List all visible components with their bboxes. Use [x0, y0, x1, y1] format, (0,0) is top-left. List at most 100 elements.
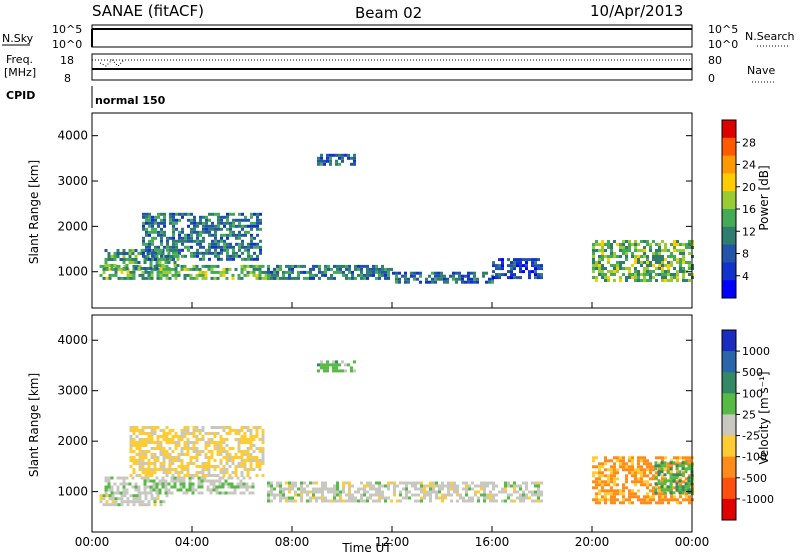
- velocity-cell: [201, 426, 205, 429]
- velocity-cell: [165, 468, 169, 471]
- velocity-cell: [423, 490, 426, 494]
- power-cell: [176, 264, 180, 267]
- velocity-cell: [255, 459, 259, 462]
- velocity-cell: [324, 481, 327, 485]
- velocity-cell: [610, 477, 613, 481]
- power-cell: [211, 251, 214, 255]
- power-cell: [537, 258, 540, 262]
- velocity-cell: [159, 468, 163, 471]
- velocity-cell: [300, 490, 303, 494]
- velocity-cell: [610, 486, 613, 490]
- power-cell: [335, 159, 338, 163]
- velocity-cell: [643, 459, 646, 463]
- velocity-cell: [110, 485, 114, 489]
- power-cell: [219, 273, 223, 277]
- power-cell: [252, 270, 256, 274]
- velocity-cell: [105, 494, 109, 498]
- velocity-cell: [159, 435, 163, 438]
- power-colorbar-swatch: [722, 173, 736, 192]
- power-cell: [679, 258, 682, 261]
- power-cell: [267, 276, 270, 280]
- x-tick-label: 12:00: [375, 535, 410, 549]
- velocity-cell: [498, 490, 501, 494]
- velocity-cell: [116, 485, 120, 489]
- velocity-cell: [402, 481, 405, 485]
- power-cell: [434, 280, 437, 284]
- velocity-cell: [270, 490, 273, 494]
- power-cell: [613, 273, 616, 276]
- power-cell: [467, 274, 470, 278]
- power-cell: [172, 221, 175, 225]
- power-cell: [169, 257, 172, 261]
- velocity-cell: [231, 462, 235, 465]
- velocity-cell: [261, 453, 265, 456]
- power-cell: [372, 264, 375, 268]
- velocity-cell: [652, 486, 655, 490]
- velocity-cell: [246, 468, 250, 471]
- velocity-cell: [348, 499, 351, 503]
- velocity-colorbar-swatch: [722, 372, 736, 394]
- velocity-cell: [408, 496, 411, 500]
- velocity-cell: [613, 495, 616, 499]
- power-cell: [312, 276, 315, 280]
- velocity-cell: [144, 441, 148, 444]
- velocity-cell: [652, 498, 655, 502]
- power-cell: [190, 221, 193, 225]
- velocity-cell: [243, 459, 247, 462]
- velocity-cell: [537, 487, 540, 491]
- velocity-cell: [601, 483, 604, 487]
- power-cell: [180, 264, 184, 268]
- velocity-cell: [655, 456, 658, 460]
- power-cell: [214, 230, 217, 234]
- velocity-cell: [601, 486, 604, 490]
- velocity-cell: [179, 482, 183, 486]
- velocity-cell: [168, 453, 172, 456]
- velocity-cell: [601, 489, 604, 493]
- power-cell: [244, 218, 247, 222]
- velocity-cell: [144, 426, 148, 429]
- power-cell: [324, 267, 327, 271]
- power-cell: [143, 267, 147, 270]
- power-cell: [178, 233, 181, 237]
- velocity-cell: [640, 459, 643, 463]
- velocity-cell: [132, 500, 136, 504]
- velocity-cell: [213, 465, 217, 468]
- velocity-cell: [414, 484, 417, 488]
- velocity-cell: [213, 447, 217, 450]
- power-cell: [151, 215, 154, 219]
- velocity-cell: [465, 484, 468, 488]
- velocity-cell: [681, 473, 685, 477]
- power-cell: [177, 273, 181, 277]
- velocity-cell: [132, 444, 136, 447]
- velocity-cell: [477, 490, 480, 494]
- velocity-cell: [672, 473, 676, 477]
- velocity-cell: [685, 495, 688, 499]
- power-cell: [175, 221, 178, 225]
- power-cell: [604, 279, 607, 282]
- velocity-cell: [107, 485, 111, 489]
- power-cell: [646, 273, 649, 276]
- nave-tick-bottom: 0: [708, 72, 715, 85]
- power-cell: [216, 270, 220, 274]
- velocity-cell: [507, 493, 510, 497]
- power-cell: [178, 251, 181, 255]
- power-cell: [253, 224, 256, 228]
- velocity-cell: [309, 490, 312, 494]
- power-cell: [154, 215, 157, 219]
- power-cell: [332, 153, 335, 157]
- power-cell: [685, 243, 688, 246]
- velocity-cell: [252, 438, 256, 441]
- velocity-cell: [120, 497, 124, 501]
- velocity-cell: [216, 450, 220, 453]
- power-cell: [381, 267, 384, 271]
- velocity-cell: [138, 459, 142, 462]
- velocity-cell: [180, 471, 184, 474]
- power-cell: [202, 245, 205, 249]
- velocity-cell: [678, 491, 682, 495]
- power-cell: [685, 261, 688, 264]
- y-tick-label: 2000: [57, 434, 88, 448]
- velocity-cell: [351, 484, 354, 488]
- power-cell: [107, 264, 111, 267]
- velocity-cell: [625, 480, 628, 484]
- power-cell: [625, 246, 628, 249]
